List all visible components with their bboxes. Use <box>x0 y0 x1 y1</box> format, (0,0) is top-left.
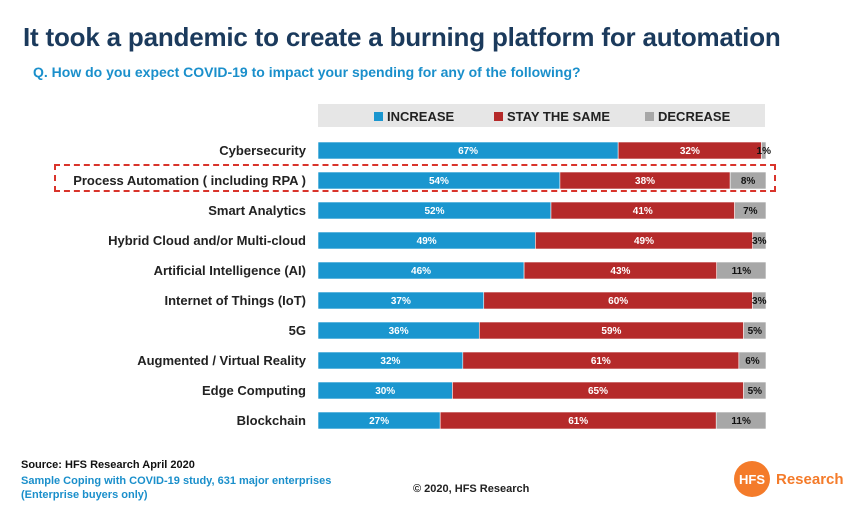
sample-note-line-1: Sample Coping with COVID-19 study, 631 m… <box>21 475 332 487</box>
legend-item-stay-the-same: STAY THE SAME <box>494 109 610 124</box>
bar-decrease-internet-of-things-iot <box>752 291 767 310</box>
data-label-increase-process-automation-including-rpa: 54% <box>429 176 449 187</box>
data-label-stay-the-same-blockchain: 61% <box>568 416 588 427</box>
bar-decrease-blockchain <box>715 411 767 430</box>
hfs-logo: HFS Research <box>734 461 844 497</box>
legend-item-decrease: DECREASE <box>645 109 730 124</box>
category-label-blockchain: Blockchain <box>237 413 306 428</box>
data-label-increase-cybersecurity: 67% <box>458 146 478 157</box>
data-label-increase-smart-analytics: 52% <box>424 206 444 217</box>
category-label-smart-analytics: Smart Analytics <box>208 203 306 218</box>
data-label-decrease-cybersecurity: 1% <box>757 146 772 157</box>
bar-decrease-artificial-intelligence-ai <box>716 261 767 280</box>
highlight-box <box>54 164 776 192</box>
data-label-decrease-smart-analytics: 7% <box>743 206 758 217</box>
category-label-process-automation-including-rpa: Process Automation ( including RPA ) <box>73 173 306 188</box>
bar-decrease-cybersecurity <box>761 141 767 160</box>
category-label-hybrid-cloud-and-or-multi-cloud: Hybrid Cloud and/or Multi-cloud <box>108 233 306 248</box>
legend-label-decrease: DECREASE <box>658 109 731 124</box>
chart-title: It took a pandemic to create a burning p… <box>23 22 781 52</box>
data-label-decrease-edge-computing: 5% <box>748 386 763 397</box>
data-label-increase-5g: 36% <box>389 326 409 337</box>
source-note: Source: HFS Research April 2020 <box>21 459 195 471</box>
stacked-bar-chart: Cybersecurity 67% 32% 1% Process Automation … <box>73 141 772 430</box>
sample-note: Sample Coping with COVID-19 study, 631 m… <box>21 474 351 502</box>
hfs-logo-mark: HFS <box>734 461 770 497</box>
bar-decrease-smart-analytics <box>734 201 767 220</box>
data-label-decrease-augmented-virtual-reality: 6% <box>745 356 760 367</box>
data-label-stay-the-same-cybersecurity: 32% <box>680 146 700 157</box>
category-label-artificial-intelligence-ai: Artificial Intelligence (AI) <box>154 263 306 278</box>
data-label-stay-the-same-process-automation-including-rpa: 38% <box>635 176 655 187</box>
category-label-cybersecurity: Cybersecurity <box>219 143 306 158</box>
data-label-increase-hybrid-cloud-and-or-multi-cloud: 49% <box>417 236 437 247</box>
data-label-decrease-artificial-intelligence-ai: 11% <box>732 266 752 277</box>
legend-label-increase: INCREASE <box>387 109 455 124</box>
data-label-stay-the-same-internet-of-things-iot: 60% <box>608 296 628 307</box>
legend-swatch-decrease <box>645 112 654 121</box>
data-label-increase-augmented-virtual-reality: 32% <box>380 356 400 367</box>
legend-swatch-increase <box>374 112 383 121</box>
data-label-stay-the-same-artificial-intelligence-ai: 43% <box>610 266 630 277</box>
copyright: © 2020, HFS Research <box>413 483 530 495</box>
data-label-decrease-process-automation-including-rpa: 8% <box>741 176 756 187</box>
data-label-increase-internet-of-things-iot: 37% <box>391 296 411 307</box>
legend-item-increase: INCREASE <box>374 109 454 124</box>
category-label-edge-computing: Edge Computing <box>202 383 306 398</box>
bar-decrease-5g <box>743 321 767 340</box>
legend: INCREASE STAY THE SAME DECREASE <box>318 104 765 127</box>
category-label-augmented-virtual-reality: Augmented / Virtual Reality <box>137 353 307 368</box>
chart-subtitle: Q. How do you expect COVID-19 to impact … <box>33 64 581 80</box>
sample-note-line-2: (Enterprise buyers only) <box>21 489 148 501</box>
category-label-internet-of-things-iot: Internet of Things (IoT) <box>164 293 306 308</box>
data-label-increase-artificial-intelligence-ai: 46% <box>411 266 431 277</box>
legend-swatch-stay-the-same <box>494 112 503 121</box>
legend-label-stay-the-same: STAY THE SAME <box>507 109 611 124</box>
bar-decrease-edge-computing <box>743 381 767 400</box>
data-label-stay-the-same-smart-analytics: 41% <box>633 206 653 217</box>
data-label-decrease-hybrid-cloud-and-or-multi-cloud: 3% <box>752 236 767 247</box>
data-label-stay-the-same-5g: 59% <box>601 326 621 337</box>
data-label-decrease-internet-of-things-iot: 3% <box>752 296 767 307</box>
bar-decrease-process-automation-including-rpa <box>729 171 767 190</box>
hfs-logo-text: Research <box>776 470 844 488</box>
data-label-stay-the-same-augmented-virtual-reality: 61% <box>591 356 611 367</box>
category-label-5g: 5G <box>289 323 306 338</box>
data-label-increase-edge-computing: 30% <box>375 386 395 397</box>
data-label-stay-the-same-edge-computing: 65% <box>588 386 608 397</box>
data-label-decrease-blockchain: 11% <box>731 416 751 427</box>
bar-decrease-hybrid-cloud-and-or-multi-cloud <box>752 231 767 250</box>
bar-decrease-augmented-virtual-reality <box>738 351 767 370</box>
data-label-decrease-5g: 5% <box>748 326 763 337</box>
data-label-increase-blockchain: 27% <box>369 416 389 427</box>
data-label-stay-the-same-hybrid-cloud-and-or-multi-cloud: 49% <box>634 236 654 247</box>
